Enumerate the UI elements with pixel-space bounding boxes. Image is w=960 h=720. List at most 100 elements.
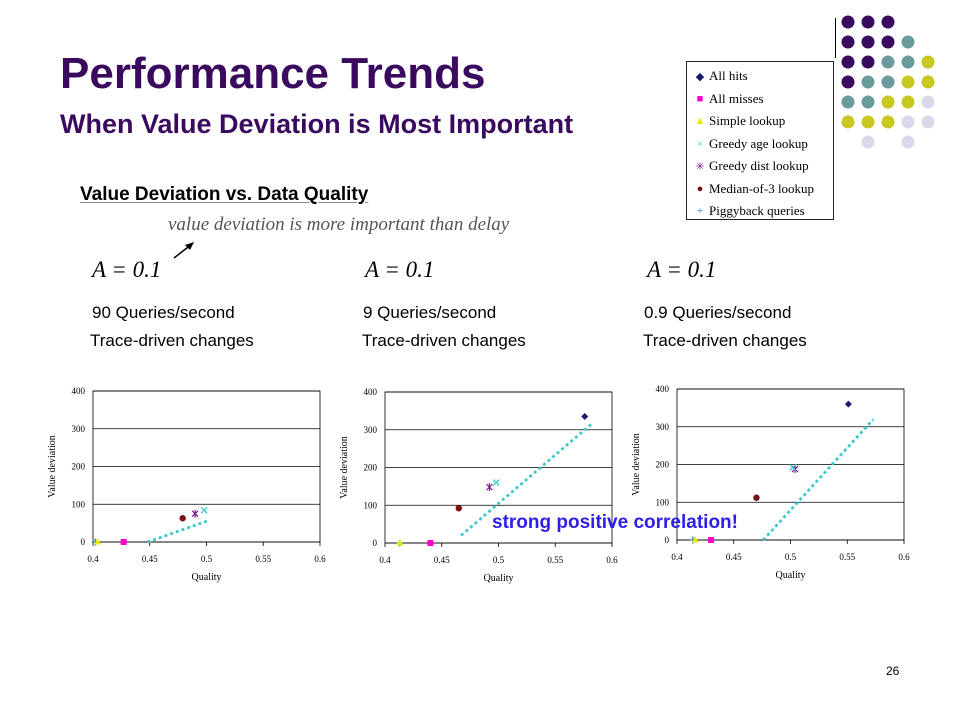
panel-2-changes: Trace-driven changes (362, 331, 526, 350)
x-tick-label: 0.55 (839, 552, 855, 562)
x-tick-label: 0.45 (142, 554, 158, 564)
page-number: 26 (886, 664, 900, 678)
y-tick-label: 200 (656, 460, 670, 470)
legend-label: Greedy dist lookup (709, 158, 809, 174)
y-axis-label: Value deviation (47, 435, 58, 497)
correlation-callout: strong positive correlation! (492, 512, 738, 533)
data-point-simple-lookup (396, 539, 404, 546)
y-tick-label: 100 (364, 500, 378, 510)
section-note: value deviation is more important than d… (168, 214, 510, 235)
x-tick-label: 0.6 (314, 554, 326, 564)
y-tick-label: 400 (72, 386, 86, 396)
legend-item-median-of-3-lookup: ● Median-of-3 lookup (693, 178, 827, 201)
y-tick-label: 200 (72, 462, 86, 472)
x-axis-label: Quality (484, 573, 514, 584)
y-axis-label: Value deviation (631, 433, 642, 495)
data-point-all-misses (708, 537, 715, 543)
y-tick-label: 0 (665, 535, 670, 545)
triangle-marker-icon: ▲ (694, 115, 706, 128)
panel-1-param: A = 0.1 (92, 257, 162, 282)
data-point-greedy-dist-lookup (191, 509, 199, 518)
legend-label: All hits (709, 68, 748, 84)
x-tick-label: 0.45 (434, 555, 450, 565)
y-axis-label: Value deviation (339, 436, 350, 498)
legend-item-greedy-age-lookup: × Greedy age lookup (693, 133, 827, 156)
arrow-icon (170, 238, 198, 267)
y-tick-label: 300 (656, 422, 670, 432)
x-marker-icon: × (696, 137, 704, 150)
legend-item-simple-lookup: ▲ Simple lookup (693, 110, 827, 133)
chart-legend: ◆ All hits ■ All misses ▲ Simple lookup × Greed… (686, 61, 834, 220)
star-marker-icon: ✳ (695, 160, 705, 173)
data-point-greedy-dist-lookup (485, 483, 493, 492)
y-tick-label: 300 (72, 424, 86, 434)
y-tick-label: 100 (656, 497, 670, 507)
diamond-marker-icon: ◆ (695, 70, 705, 83)
y-tick-label: 400 (656, 384, 670, 394)
data-point-all-misses (427, 540, 434, 546)
legend-label: Greedy age lookup (709, 135, 808, 151)
page-title: Performance Trends (60, 49, 486, 98)
y-tick-label: 400 (364, 387, 378, 397)
x-tick-label: 0.4 (671, 552, 683, 562)
data-point-median-of-3-lookup (179, 515, 186, 522)
data-point-all-hits (581, 413, 589, 421)
x-tick-label: 0.6 (898, 552, 910, 562)
x-tick-label: 0.55 (255, 554, 271, 564)
legend-item-all-misses: ■ All misses (693, 88, 827, 111)
y-tick-label: 0 (81, 537, 86, 547)
y-tick-label: 0 (373, 538, 378, 548)
data-point-all-hits (844, 400, 852, 408)
data-points (91, 506, 208, 546)
divider (835, 18, 836, 58)
legend-item-piggyback-queries: + Piggyback queries (693, 200, 827, 223)
data-points (689, 400, 852, 544)
x-tick-label: 0.6 (606, 555, 618, 565)
square-marker-icon: ■ (696, 92, 704, 105)
data-point-median-of-3-lookup (753, 494, 760, 501)
x-axis-label: Quality (192, 572, 222, 583)
panel-3-rate: 0.9 Queries/second (644, 303, 792, 322)
x-tick-label: 0.4 (87, 554, 99, 564)
panel-2-param: A = 0.1 (365, 257, 435, 282)
decorative-dot-grid (840, 12, 952, 157)
data-points (396, 413, 589, 547)
data-point-simple-lookup (94, 538, 102, 545)
x-tick-label: 0.5 (201, 554, 213, 564)
scatter-chart-2: 0 100 200 300 400 0.4 0.45 0.5 0.55 0.6 Quality Val… (332, 383, 628, 593)
data-point-greedy-age-lookup (200, 506, 208, 514)
data-point-all-misses (120, 539, 127, 545)
data-point-simple-lookup (691, 536, 699, 543)
dot-grid-circles (841, 15, 935, 149)
panel-3-changes: Trace-driven changes (643, 331, 807, 350)
legend-label: All misses (709, 90, 764, 106)
x-tick-label: 0.4 (379, 555, 391, 565)
trend-line (762, 418, 875, 541)
plus-marker-icon: + (696, 205, 704, 218)
page-subtitle: When Value Deviation is Most Important (60, 109, 574, 139)
trend-line (460, 421, 594, 537)
x-tick-label: 0.55 (547, 555, 563, 565)
section-title: Value Deviation vs. Data Quality (80, 184, 369, 205)
scatter-chart-3: 0 100 200 300 400 0.4 0.45 0.5 0.55 0.6 Quality Val… (624, 380, 920, 590)
x-tick-label: 0.45 (726, 552, 742, 562)
panel-2-rate: 9 Queries/second (363, 303, 497, 322)
scatter-chart-1: 0 100 200 300 400 0.4 0.45 0.5 0.55 0.6 Quality Val… (40, 382, 336, 592)
legend-label: Simple lookup (709, 113, 786, 129)
x-tick-label: 0.5 (785, 552, 797, 562)
panel-3-param: A = 0.1 (647, 257, 717, 282)
trend-line (147, 519, 210, 544)
data-point-median-of-3-lookup (455, 505, 462, 512)
legend-item-greedy-dist-lookup: ✳ Greedy dist lookup (693, 155, 827, 178)
data-point-greedy-age-lookup (492, 479, 500, 487)
y-tick-label: 300 (364, 425, 378, 435)
data-point-greedy-age-lookup (789, 464, 797, 471)
x-axis-label: Quality (776, 570, 806, 581)
y-tick-label: 200 (364, 463, 378, 473)
legend-item-all-hits: ◆ All hits (693, 65, 827, 88)
panel-1-rate: 90 Queries/second (92, 303, 235, 322)
y-tick-label: 100 (72, 499, 86, 509)
panel-1-changes: Trace-driven changes (90, 331, 254, 350)
circle-marker-icon: ● (696, 182, 704, 195)
x-tick-label: 0.5 (493, 555, 505, 565)
